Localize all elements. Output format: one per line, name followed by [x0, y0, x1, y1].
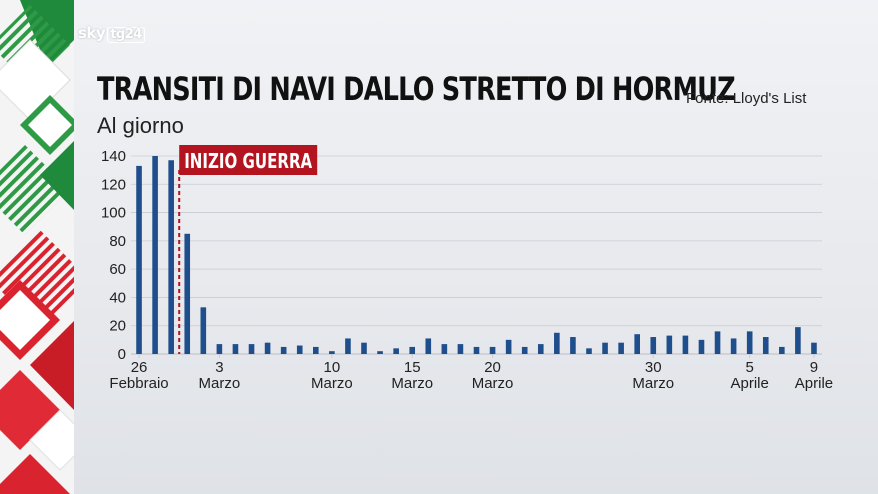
y-tick-label: 0 [118, 346, 126, 363]
logo-brand-name: sky [78, 24, 106, 42]
y-tick-label: 60 [109, 261, 126, 278]
bar [425, 338, 432, 354]
logo-channel-name: tg24 [107, 27, 145, 43]
bar [586, 348, 592, 354]
bar [168, 160, 174, 354]
war-start-label-bg [179, 145, 318, 175]
x-tick-label: 10 [324, 359, 341, 376]
x-tick-month-label: Febbraio [109, 375, 168, 392]
x-tick-month-label: Marzo [311, 375, 353, 392]
bar [377, 351, 383, 354]
bar [634, 334, 640, 354]
bar [618, 342, 624, 354]
x-tick-label: 9 [810, 359, 818, 376]
bar [264, 342, 271, 354]
bar [329, 351, 335, 354]
bar [361, 342, 367, 354]
bar [666, 335, 673, 354]
bar [537, 344, 544, 354]
decorative-pattern [0, 0, 74, 494]
x-tick-month-label: Marzo [472, 375, 514, 392]
bar [152, 156, 158, 354]
bar [779, 346, 785, 354]
x-tick-label: 20 [484, 359, 501, 376]
bar [393, 348, 399, 354]
bar [248, 344, 255, 354]
y-tick-label: 140 [101, 148, 126, 165]
x-tick-month-label: Marzo [199, 375, 241, 392]
bar [232, 344, 239, 354]
x-tick-month-label: Aprile [731, 375, 769, 392]
x-tick-label: 26 [131, 359, 148, 376]
bar [296, 345, 303, 354]
bar [184, 233, 191, 354]
bar [714, 331, 721, 354]
chart-title: TRANSITI DI NAVI DALLO STRETTO DI HORMUZ [97, 70, 736, 108]
bar [730, 338, 737, 354]
bar [473, 346, 480, 354]
x-tick-month-label: Aprile [795, 375, 833, 392]
war-start-label: INIZIO GUERRA [184, 149, 312, 173]
bar [795, 327, 801, 354]
x-tick-month-label: Marzo [632, 375, 674, 392]
x-tick-label: 3 [215, 359, 223, 376]
chart-subtitle: Al giorno [97, 113, 184, 138]
decorative-side-strip [0, 0, 74, 494]
y-tick-label: 80 [109, 233, 126, 250]
bar [280, 346, 287, 354]
bar [345, 338, 351, 354]
bar [602, 342, 608, 354]
x-tick-label: 15 [404, 359, 421, 376]
y-tick-label: 40 [109, 289, 126, 306]
y-tick-label: 120 [101, 176, 126, 193]
bar [811, 342, 817, 354]
bar [698, 339, 705, 354]
bar [554, 332, 560, 354]
bar [409, 346, 416, 354]
bar [762, 337, 769, 354]
bar [489, 346, 496, 354]
bar [682, 335, 689, 354]
bar [441, 344, 448, 354]
chart-background [74, 0, 878, 494]
x-tick-month-label: Marzo [391, 375, 433, 392]
bar [457, 344, 464, 354]
bar [505, 339, 512, 354]
x-tick-label: 5 [746, 359, 754, 376]
channel-logo: sky tg24 [78, 24, 145, 43]
x-tick-label: 30 [645, 359, 662, 376]
bar [313, 346, 319, 354]
bar [650, 337, 657, 354]
bar [216, 344, 223, 354]
bar [521, 346, 528, 354]
y-tick-label: 100 [101, 205, 126, 222]
y-tick-label: 20 [109, 318, 126, 335]
bar [200, 307, 207, 354]
bar [570, 337, 576, 354]
bar [136, 165, 142, 354]
bar [746, 331, 753, 354]
source-credit: Fonte: Lloyd's List [686, 90, 807, 107]
